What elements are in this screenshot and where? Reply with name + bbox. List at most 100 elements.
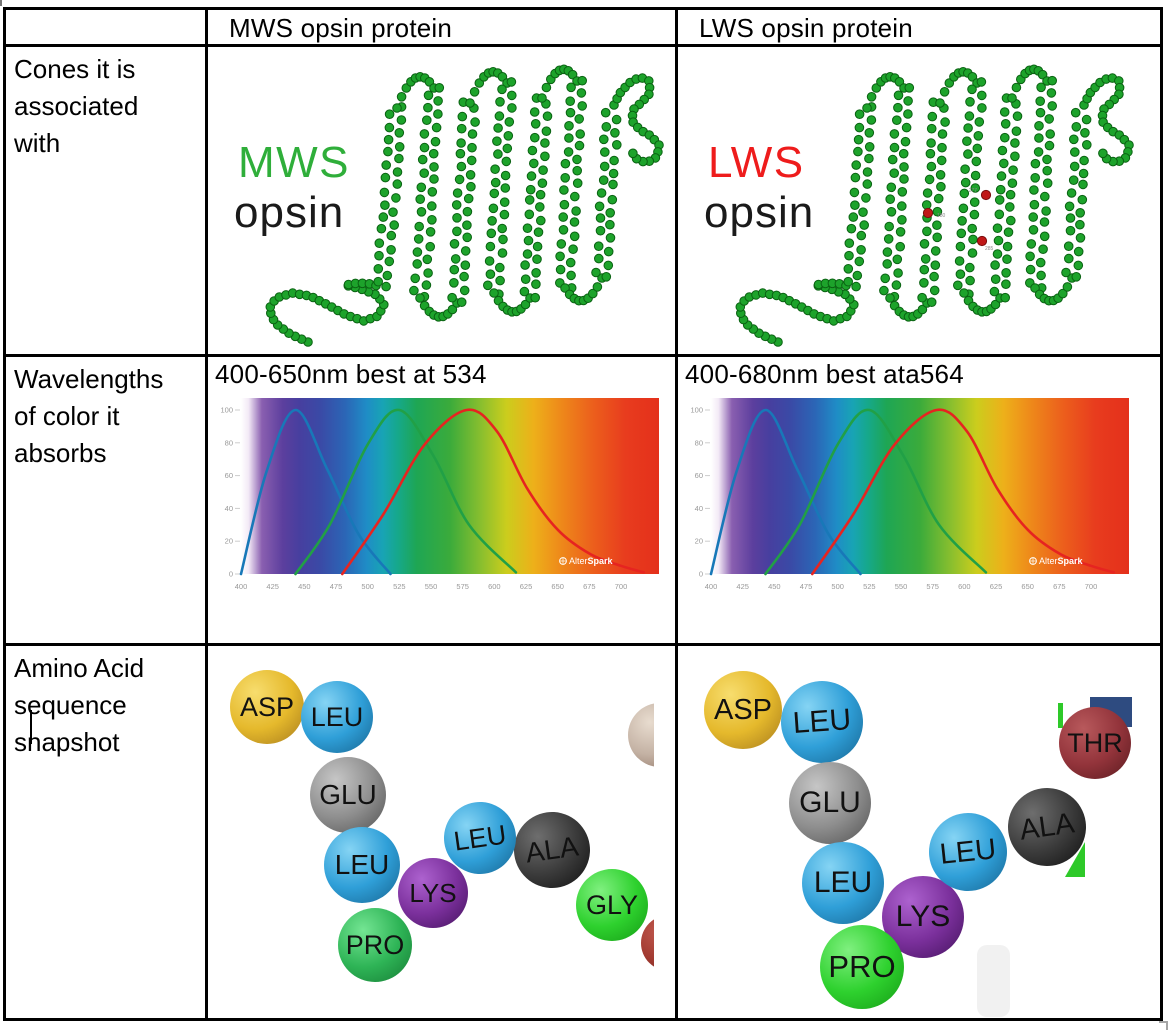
watermark-sparkle-icon [1029,557,1037,565]
mutation-site-label: 277 [969,188,978,194]
table-resize-handle[interactable] [1159,1021,1168,1030]
amino-ball-pro: PRO [820,925,904,1009]
x-axis-tick-label: 550 [895,582,908,591]
watermark-text: AlterSpark [1039,556,1084,566]
x-axis-tick-label: 450 [768,582,781,591]
x-axis-tick-label: 600 [488,582,501,591]
x-axis-tick-label: 475 [330,582,343,591]
y-axis-tick-label: 80 [695,438,703,447]
text-cursor-caret [30,710,32,744]
y-axis-tick-label: 60 [225,471,233,480]
green-image-sliver [1058,703,1063,728]
amino-ball-leu: LEU [324,827,400,903]
absorbance-curve [764,408,988,576]
amino-ball-pro: PRO [338,908,412,982]
amino-ball-partial [641,915,654,971]
amino-ball-label: GLU [799,786,861,819]
x-axis-tick-label: 650 [1021,582,1034,591]
x-axis-tick-label: 425 [736,582,749,591]
row-label-cones[interactable]: Cones it is associated with [6,47,205,354]
header-cell-mws[interactable]: MWS opsin protein [208,10,675,44]
amino-ball-label: LYS [409,877,457,908]
mutation-site-bead [976,235,988,247]
y-axis-tick-label: 0 [229,570,233,579]
mws-amino-cell[interactable]: ASP LEU GLU LEU ALA GLY LYS LEU PRO [208,646,675,1018]
amino-ball-label: ALA [523,830,581,869]
amino-ball-gly: GLY [576,869,648,941]
absorbance-curve [811,408,1116,576]
mutation-site-bead [980,189,992,201]
header-lws-label: LWS opsin protein [699,13,913,43]
x-axis-tick-label: 550 [425,582,438,591]
header-cell-blank[interactable] [6,10,205,44]
amino-ball-label: GLY [585,889,639,920]
lws-amino-cell[interactable]: ASP LEU GLU LEU ALA LYS LEU PRO THR [678,646,1160,1018]
absorbance-curve [294,408,518,576]
mws-wavelength-cell[interactable]: 400-650nm best at 534 0 20 40 60 80 100 400 425… [208,357,675,643]
x-axis-tick-label: 625 [990,582,1003,591]
green-wedge-fragment [1065,842,1085,877]
x-axis-tick-label: 575 [456,582,469,591]
amino-ball-ala: ALA [509,807,595,893]
amino-ball-asp: ASP [230,670,304,744]
amino-ball-glu: GLU [310,757,386,833]
amino-ball-label: LEU [334,849,390,880]
opsin-title: MWS [238,138,350,187]
absorption-chart-lws: 0 20 40 60 80 100 400 425 450 475 500 525 550 575 600 6… [690,398,1129,591]
mws-diagram-cell[interactable]: MWS opsin [208,47,675,354]
mutation-site-label: 180 [937,213,946,219]
x-axis-tick-label: 475 [800,582,813,591]
bead-chain [265,64,664,347]
y-axis-tick-label: 100 [690,406,703,415]
x-axis-tick-label: 575 [926,582,939,591]
amino-ball-label: ASP [239,691,295,722]
header-mws-label: MWS opsin protein [229,13,453,43]
white-rounded-fragment [977,945,1010,1017]
y-axis-tick-label: 100 [220,406,233,415]
x-axis-tick-label: 500 [361,582,374,591]
mws-wavelength-text: 400-650nm best at 534 [215,359,487,389]
lws-wavelength-cell[interactable]: 400-680nm best ata564 0 20 40 60 80 100 400 425… [678,357,1160,643]
absorption-chart-mws: 0 20 40 60 80 100 400 425 450 475 500 525 550 575 600 6… [220,398,659,591]
lws-amino-snapshot: ASP LEU GLU LEU ALA LYS LEU PRO THR [678,646,1160,1018]
amino-ball-lys: LYS [398,858,468,928]
comparison-table: MWS opsin protein LWS opsin protein Cone… [3,7,1163,1021]
watermark-sparkle-icon [559,557,567,565]
amino-ball-label: LYS [895,900,951,933]
x-axis-tick-label: 600 [958,582,971,591]
absorbance-curve [341,408,646,576]
x-axis-tick-label: 700 [1085,582,1098,591]
absorbance-curve [709,408,862,576]
amino-ball-leu: LEU [301,681,373,753]
x-axis-tick-label: 650 [551,582,564,591]
opsin-subtitle: opsin [704,188,814,237]
amino-ball-label: LEU [791,703,853,740]
bead-chain [735,64,1134,347]
y-axis-tick-label: 20 [225,537,233,546]
row-label-amino[interactable]: Amino Acid sequence snapshot [6,646,205,1018]
x-axis-tick-label: 525 [393,582,406,591]
header-cell-lws[interactable]: LWS opsin protein [678,10,1160,44]
amino-ball-label: PRO [828,949,896,984]
watermark-text: AlterSpark [569,556,614,566]
amino-ball-asp: ASP [704,671,782,749]
x-axis-tick-label: 525 [863,582,876,591]
mutation-site-bead [922,207,934,219]
x-axis-tick-label: 675 [1053,582,1066,591]
absorbance-curve [239,408,392,576]
x-axis-tick-label: 425 [266,582,279,591]
spectrum-gradient-background [241,398,659,574]
opsin-subtitle: opsin [234,188,344,237]
lws-diagram-cell[interactable]: 277 180 285 LWS opsin [678,47,1160,354]
amino-ball-label: LEU [310,701,364,732]
x-axis-tick-label: 500 [831,582,844,591]
mutation-site-label: 285 [985,246,994,252]
page-edge-artifact [0,0,2,6]
amino-ball-label: LEU [813,866,873,899]
amino-ball-label: LEU [451,818,509,857]
mws-amino-snapshot: ASP LEU GLU LEU ALA GLY LYS LEU PRO [208,646,654,1018]
row-label-wavelengths[interactable]: Wavelengths of color it absorbs [6,357,205,643]
x-axis-tick-label: 675 [583,582,596,591]
